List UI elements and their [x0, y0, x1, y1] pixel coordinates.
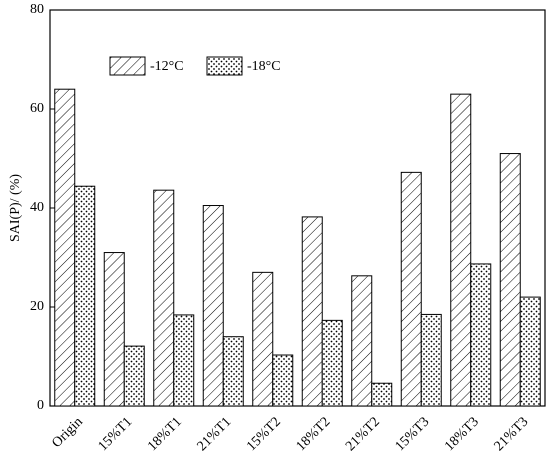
bar	[420, 313, 442, 407]
x-tick-label: 15%T1	[96, 414, 136, 454]
y-tick-label: 40	[30, 200, 44, 215]
bar	[202, 205, 224, 407]
bar	[272, 354, 294, 407]
bar	[222, 336, 244, 407]
bar	[470, 263, 492, 407]
y-axis-label: SAI(P)/ (%)	[8, 174, 23, 242]
y-tick-label: 60	[30, 101, 44, 116]
bar	[450, 93, 472, 407]
bar	[301, 216, 323, 407]
bar	[103, 252, 125, 407]
bar	[123, 345, 145, 407]
bar	[173, 314, 195, 407]
bar	[252, 271, 274, 407]
bar	[321, 319, 343, 407]
bar	[499, 153, 521, 407]
legend-label: -18°C	[247, 59, 281, 74]
x-tick-label: 18%T1	[145, 414, 185, 454]
bar	[54, 88, 76, 407]
bar	[74, 185, 96, 407]
x-tick-label: 15%T3	[393, 414, 433, 454]
legend-swatch	[206, 56, 243, 76]
legend-label: -12°C	[150, 59, 184, 74]
y-tick-label: 0	[37, 398, 44, 413]
bar	[153, 189, 175, 407]
x-tick-label: 21%T3	[492, 414, 532, 454]
x-tick-label: Origin	[49, 414, 85, 450]
x-tick-label: 18%T3	[442, 414, 482, 454]
y-tick-label: 20	[30, 299, 44, 314]
y-tick-label: 80	[30, 2, 44, 17]
legend-swatch	[109, 56, 146, 76]
bar	[351, 275, 373, 407]
bar	[400, 171, 422, 407]
x-tick-label: 15%T2	[244, 414, 284, 454]
bar	[371, 382, 393, 407]
x-tick-label: 21%T2	[343, 414, 383, 454]
x-tick-label: 21%T1	[195, 414, 235, 454]
bar	[519, 296, 541, 407]
x-tick-label: 18%T2	[294, 414, 334, 454]
